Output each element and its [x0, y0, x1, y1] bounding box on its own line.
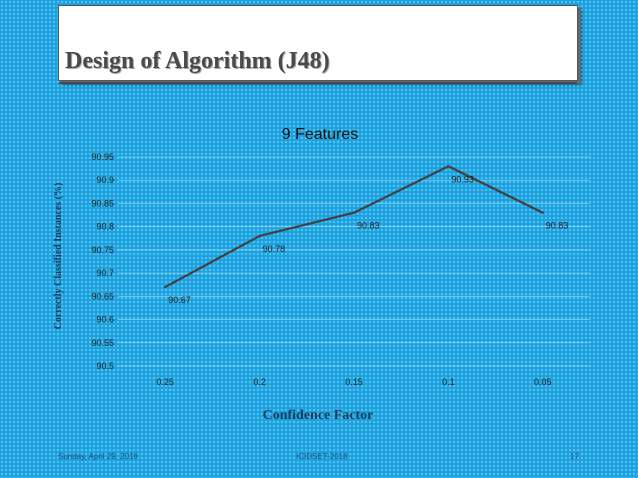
y-tick-label: 90.9 [96, 175, 114, 185]
footer-page-number: 17 [570, 452, 579, 461]
x-tick-label: 0.15 [345, 377, 363, 387]
chart-gridlines [118, 156, 590, 367]
data-label: 90.78 [263, 244, 286, 254]
chart-series [164, 165, 544, 289]
y-tick-label: 90.85 [91, 198, 114, 208]
data-point [258, 234, 261, 238]
chart-title: 9 Features [282, 126, 358, 143]
data-label: 90.93 [451, 174, 474, 184]
data-point [164, 285, 167, 289]
y-axis-label: Correctly Classified Instances (%) [53, 183, 64, 330]
data-point [447, 165, 450, 168]
y-tick-label: 90.55 [91, 338, 114, 348]
x-tick-label: 0.1 [442, 377, 455, 387]
x-tick-labels: 0.25 0.2 0.15 0.1 0.05 [156, 377, 551, 387]
data-label: 90.67 [168, 295, 191, 305]
y-tick-label: 90.75 [91, 245, 114, 255]
footer-date: Sunday, April 29, 2018 [58, 452, 138, 461]
y-tick-labels: 90.5 90.55 90.6 90.65 90.7 90.75 90.8 90.85 90.9… [91, 152, 114, 371]
y-tick-label: 90.7 [96, 268, 114, 278]
x-axis-label: Confidence Factor [263, 408, 374, 423]
data-label: 90.83 [357, 221, 380, 231]
data-point [352, 211, 356, 214]
slide-title: Design of Algorithm (J48) [65, 48, 330, 74]
footer-event: ICIDSET-2018 [296, 452, 348, 461]
y-tick-label: 90.65 [91, 291, 114, 301]
data-labels: 90.67 90.78 90.83 90.93 90.83 [168, 174, 568, 305]
x-tick-label: 0.25 [156, 377, 174, 387]
title-underline [59, 82, 577, 84]
y-tick-label: 90.6 [96, 315, 114, 325]
x-tick-label: 0.05 [534, 377, 552, 387]
x-tick-label: 0.2 [253, 377, 266, 387]
data-label: 90.83 [546, 221, 569, 231]
y-tick-label: 90.8 [96, 222, 114, 232]
y-tick-label: 90.5 [96, 361, 114, 371]
slide-title-box: Design of Algorithm (J48) [58, 5, 578, 84]
data-point [541, 211, 544, 214]
y-tick-label: 90.95 [91, 152, 114, 162]
